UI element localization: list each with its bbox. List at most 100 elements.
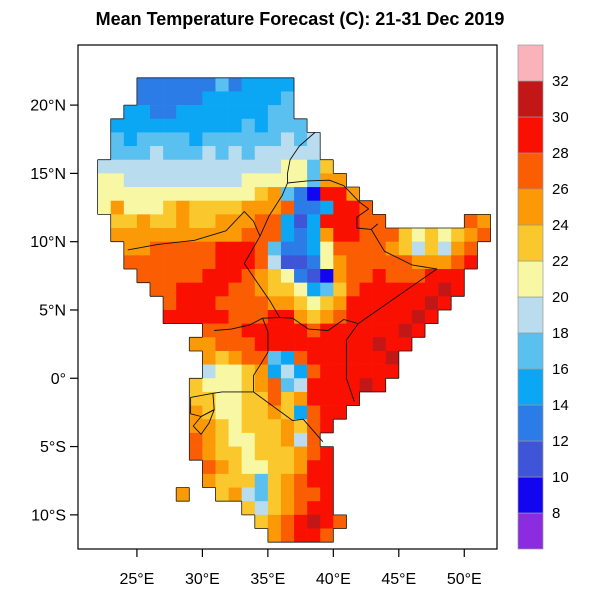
temperature-cell — [346, 309, 360, 324]
temperature-cell — [176, 241, 190, 256]
country-border-ethiopia-sudan — [243, 182, 288, 318]
temperature-cell — [307, 528, 321, 543]
temperature-cell — [280, 501, 295, 516]
temperature-cell — [294, 473, 308, 488]
temperature-cell — [267, 132, 282, 147]
temperature-cell — [451, 282, 465, 297]
country-border-southsudan-uganda-kenya — [214, 317, 280, 331]
temperature-cell — [307, 446, 321, 461]
temperature-cell — [372, 241, 386, 256]
temperature-cell — [176, 91, 190, 106]
temperature-cell — [241, 501, 256, 516]
temperature-cell — [267, 118, 282, 133]
temperature-cell — [267, 241, 282, 256]
temperature-cell — [241, 364, 256, 379]
temperature-cell — [359, 364, 373, 379]
temperature-cell — [241, 91, 256, 106]
temperature-cell — [202, 323, 216, 338]
temperature-cell — [320, 159, 334, 174]
coastline-path — [97, 77, 491, 543]
temperature-cell — [254, 173, 269, 188]
country-border-kenya-tanzania — [253, 391, 324, 443]
temperature-cell — [163, 77, 177, 92]
temperature-cell — [320, 200, 334, 215]
temperature-cell — [202, 173, 216, 188]
temperature-cell — [136, 77, 151, 92]
temperature-cell — [307, 391, 321, 406]
temperature-cell — [359, 378, 373, 393]
temperature-cell — [254, 187, 269, 202]
temperature-cell — [215, 350, 229, 365]
temperature-cell — [346, 282, 360, 297]
temperature-cell — [398, 323, 413, 338]
temperature-cell — [254, 118, 269, 133]
colorbar-label: 30 — [552, 109, 569, 126]
temperature-cell — [176, 146, 190, 161]
temperature-cell — [280, 364, 295, 379]
temperature-cell — [254, 269, 269, 283]
temperature-cell — [320, 228, 334, 242]
temperature-cell — [202, 364, 216, 379]
country-border-kenya-somalia — [345, 323, 359, 402]
temperature-cell — [254, 91, 269, 106]
temperature-cell — [163, 159, 177, 174]
temperature-cell — [136, 200, 151, 215]
temperature-cell — [398, 296, 413, 311]
temperature-cell — [254, 501, 269, 516]
temperature-cell — [123, 159, 138, 174]
temperature-cell — [294, 514, 308, 529]
temperature-cell — [464, 214, 478, 229]
temperature-cell — [294, 350, 308, 365]
temperature-cell — [163, 241, 177, 256]
temperature-cell — [176, 255, 190, 270]
temperature-cell — [110, 159, 125, 174]
temperature-cell — [372, 323, 386, 338]
temperature-cell — [385, 228, 400, 242]
temperature-cell — [110, 228, 125, 242]
temperature-cell — [254, 296, 269, 311]
temperature-cell — [189, 187, 203, 202]
temperature-cell — [254, 419, 269, 434]
temperature-cell — [267, 364, 282, 379]
colorbar-label: 28 — [552, 145, 569, 162]
temperature-cell — [280, 514, 295, 529]
temperature-cell — [202, 228, 216, 242]
temperature-cell — [228, 350, 242, 365]
temperature-cell — [294, 282, 308, 297]
plot-frame — [77, 44, 498, 550]
colorbar-label: 8 — [552, 505, 560, 522]
temperature-cell — [320, 419, 334, 434]
temperature-cell — [150, 187, 164, 202]
temperature-cell — [320, 255, 334, 270]
temperature-cell — [372, 309, 386, 324]
colorbar-block — [517, 296, 544, 334]
temperature-cell — [294, 159, 308, 174]
temperature-cell — [215, 105, 229, 120]
temperature-cell — [267, 269, 282, 283]
temperature-cell — [346, 228, 360, 242]
temperature-cell — [254, 487, 269, 502]
temperature-cell — [202, 391, 216, 406]
temperature-cell — [241, 105, 256, 120]
temperature-cell — [215, 487, 229, 502]
temperature-cell — [424, 255, 439, 270]
temperature-cell — [477, 214, 491, 229]
temperature-cell — [228, 77, 242, 92]
y-tick-label: 20°N — [30, 98, 66, 115]
temperature-cell — [215, 77, 229, 92]
temperature-cell — [333, 391, 347, 406]
temperature-cell — [150, 132, 164, 147]
temperature-cell — [307, 460, 321, 475]
temperature-cell — [123, 132, 138, 147]
temperature-cell — [228, 309, 242, 324]
temperature-cell — [320, 378, 334, 393]
temperature-cell — [176, 187, 190, 202]
temperature-cell — [241, 350, 256, 365]
temperature-cell — [411, 269, 426, 283]
temperature-cell — [280, 487, 295, 502]
temperature-cell — [215, 323, 229, 338]
temperature-cell — [202, 296, 216, 311]
temperature-cell — [202, 269, 216, 283]
temperature-cell — [123, 146, 138, 161]
temperature-cell — [333, 214, 347, 229]
